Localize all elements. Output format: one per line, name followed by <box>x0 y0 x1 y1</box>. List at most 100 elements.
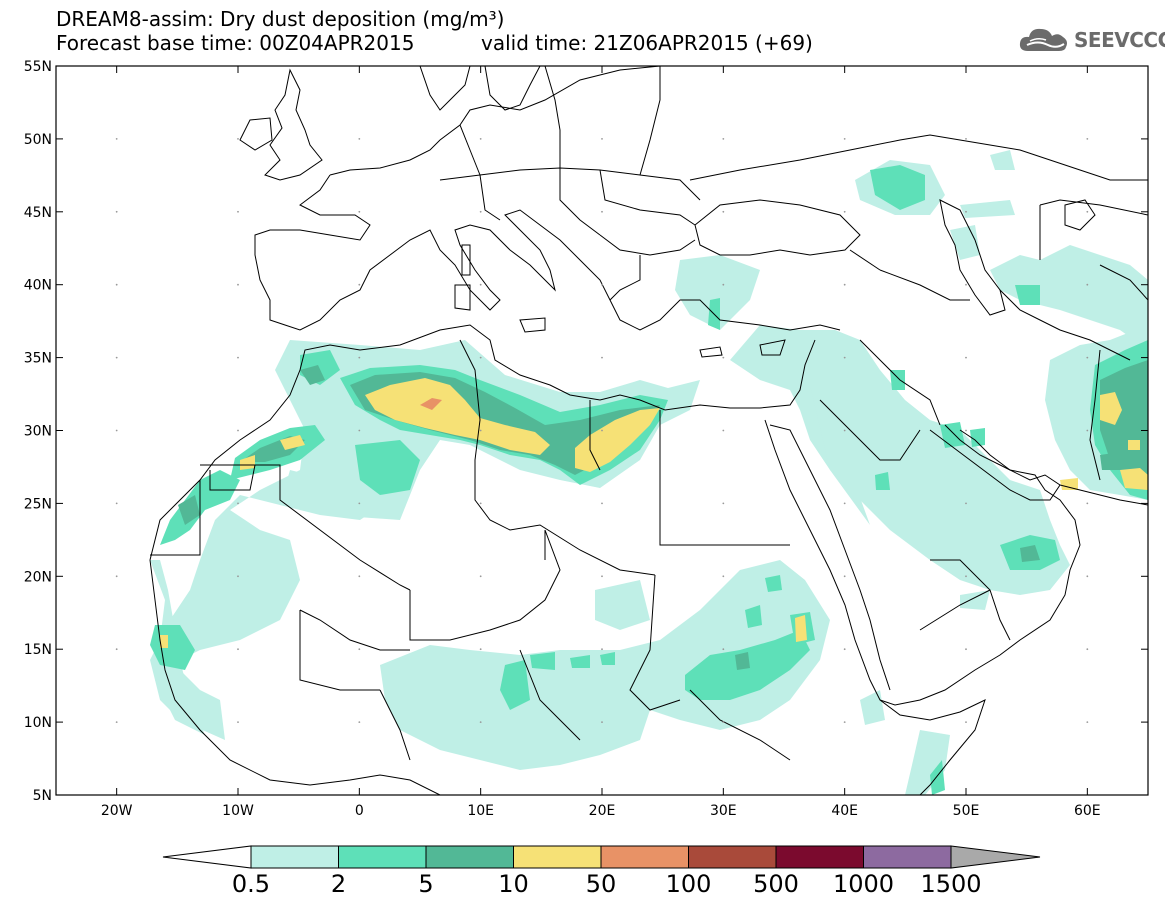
lon-tick-label: 50E <box>953 803 980 819</box>
grid-dot <box>965 648 967 651</box>
grid-dot <box>1086 575 1089 578</box>
colorbar-label: 1500 <box>920 870 981 898</box>
colorbar-label: 100 <box>666 870 712 898</box>
lat-tick-label: 5N <box>33 788 52 804</box>
lat-tick-label: 40N <box>24 278 52 294</box>
colorbar: 0.5 2 5 10 50 100 500 1000 1500 <box>162 845 1041 898</box>
lon-tick-label: 20W <box>101 803 133 819</box>
grid-dot <box>358 575 361 578</box>
grid-dot <box>843 502 846 505</box>
lon-tick-label: 0 <box>355 803 364 819</box>
axis-ticks: 55N 50N 45N 40N 35N 30N 25N 20N 15N 10N 5N 20W 10W 0 1… <box>24 59 1148 819</box>
colorbar-swatch <box>863 845 952 869</box>
grid-dot <box>843 210 846 213</box>
colorbar-label: 500 <box>753 870 799 898</box>
grid-dots <box>115 138 1089 723</box>
colorbar-swatch <box>775 845 864 869</box>
lon-tick-label: 20E <box>589 803 616 819</box>
grid-dot <box>965 138 967 140</box>
grid-dot <box>358 356 361 359</box>
grid-dot <box>237 648 239 651</box>
grid-dot <box>722 648 725 651</box>
grid-dot <box>237 429 239 432</box>
map-frame <box>55 65 1149 796</box>
grid-dot <box>965 575 967 578</box>
grid-dot <box>358 429 361 432</box>
grid-dot <box>479 721 482 723</box>
grid-dot <box>479 210 482 213</box>
logo-text: SEEVCCC <box>1074 28 1165 52</box>
grid-dot <box>965 210 967 213</box>
colorbar-label: 1000 <box>833 870 894 898</box>
seevccc-logo: SEEVCCC <box>1018 22 1165 58</box>
colorbar-swatch <box>688 845 777 869</box>
grid-dot <box>479 138 482 140</box>
grid-dot <box>115 429 118 432</box>
grid-dot <box>237 721 239 723</box>
lat-tick-label: 10N <box>24 715 52 731</box>
grid-dot <box>965 283 967 286</box>
grid-dot <box>601 429 603 432</box>
lon-tick-label: 10W <box>222 803 254 819</box>
grid-dot <box>479 283 482 286</box>
grid-dot <box>115 575 118 578</box>
dust-level-10-50 <box>160 378 1148 648</box>
colorbar-label: 2 <box>331 870 346 898</box>
grid-dot <box>115 648 118 651</box>
colorbar-swatch <box>338 845 427 869</box>
grid-dot <box>237 575 239 578</box>
grid-dot <box>115 138 118 140</box>
grid-dot <box>479 575 482 578</box>
grid-dot <box>479 648 482 651</box>
grid-dot <box>1086 648 1089 651</box>
colorbar-swatch <box>513 845 602 869</box>
grid-dot <box>1086 138 1089 140</box>
colorbar-swatch <box>600 845 689 869</box>
grid-dot <box>237 502 239 505</box>
grid-dot <box>479 356 482 359</box>
colorbar-label: 0.5 <box>232 870 270 898</box>
grid-dot <box>358 283 361 286</box>
grid-dot <box>1086 356 1089 359</box>
grid-dot <box>601 210 603 213</box>
grid-dot <box>722 210 725 213</box>
grid-dot <box>722 138 725 140</box>
grid-dot <box>358 210 361 213</box>
grid-dot <box>843 356 846 359</box>
coastlines-borders <box>149 66 1148 795</box>
colorbar-swatch <box>425 845 514 869</box>
dust-level-50-100 <box>420 398 442 410</box>
grid-dot <box>601 648 603 651</box>
grid-dot <box>237 210 239 213</box>
grid-dot <box>237 356 239 359</box>
grid-dot <box>722 429 725 432</box>
lat-tick-label: 15N <box>24 642 52 658</box>
grid-dot <box>601 502 603 505</box>
colorbar-label: 5 <box>418 870 433 898</box>
lat-tick-label: 50N <box>24 132 52 148</box>
colorbar-label: 10 <box>498 870 529 898</box>
grid-dot <box>237 138 239 140</box>
grid-dot <box>965 502 967 505</box>
grid-dot <box>358 648 361 651</box>
colorbar-over-triangle <box>950 845 1041 869</box>
lat-tick-label: 45N <box>24 205 52 221</box>
grid-dot <box>1086 210 1089 213</box>
grid-dot <box>479 502 482 505</box>
grid-dot <box>601 138 603 140</box>
grid-dot <box>722 721 725 723</box>
lon-tick-label: 30E <box>710 803 737 819</box>
grid-dot <box>843 429 846 432</box>
grid-dot <box>1086 283 1089 286</box>
grid-dot <box>722 283 725 286</box>
map-title: DREAM8-assim: Dry dust deposition (mg/m³… <box>56 7 505 31</box>
grid-dot <box>358 138 361 140</box>
grid-dot <box>479 429 482 432</box>
grid-dot <box>843 648 846 651</box>
grid-dot <box>115 210 118 213</box>
grid-dot <box>965 356 967 359</box>
grid-dot <box>1086 502 1089 505</box>
lon-tick-label: 40E <box>831 803 858 819</box>
grid-dot <box>115 502 118 505</box>
grid-dot <box>722 356 725 359</box>
